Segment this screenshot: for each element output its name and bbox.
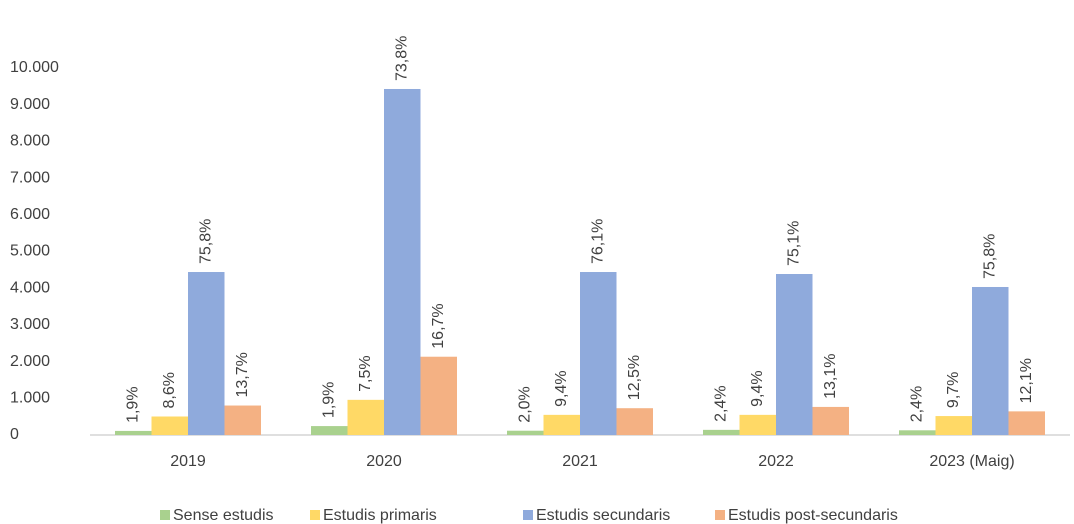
- data-label: 13,1%: [822, 354, 839, 399]
- bar: [935, 416, 972, 435]
- x-tick-label: 2022: [758, 453, 794, 470]
- data-label: 9,4%: [553, 370, 570, 406]
- bar: [347, 399, 384, 435]
- y-tick-label: 8.000: [10, 133, 50, 150]
- bar: [703, 429, 740, 435]
- y-tick-label: 10.000: [10, 59, 59, 76]
- y-tick-label: 6.000: [10, 206, 50, 223]
- data-label: 7,5%: [357, 355, 374, 391]
- bar: [420, 356, 457, 435]
- legend-label: Estudis secundaris: [536, 507, 670, 524]
- data-label: 2,4%: [908, 386, 925, 422]
- bar: [188, 272, 225, 435]
- data-label: 16,7%: [430, 303, 447, 348]
- legend-swatch: [310, 510, 320, 520]
- data-label: 1,9%: [124, 386, 141, 422]
- bar: [972, 286, 1009, 435]
- bar: [115, 430, 152, 435]
- data-label: 75,1%: [785, 221, 802, 266]
- bar: [543, 414, 580, 435]
- bar: [507, 430, 544, 435]
- data-label: 2,0%: [516, 386, 533, 422]
- bar: [739, 414, 776, 435]
- y-tick-label: 3.000: [10, 316, 50, 333]
- bar: [776, 273, 813, 435]
- bar: [151, 416, 188, 435]
- x-tick-label: 2023 (Maig): [929, 453, 1014, 470]
- y-tick-label: 7.000: [10, 169, 50, 186]
- data-label: 76,1%: [589, 219, 606, 264]
- bar: [384, 88, 421, 435]
- data-label: 8,6%: [161, 372, 178, 408]
- bar: [311, 426, 348, 435]
- bar: [1008, 411, 1045, 435]
- bar: [580, 272, 617, 435]
- data-label: 2,4%: [712, 385, 729, 421]
- data-label: 73,8%: [393, 36, 410, 81]
- data-label: 13,7%: [234, 352, 251, 397]
- y-tick-label: 1.000: [10, 390, 50, 407]
- data-label: 12,1%: [1018, 358, 1035, 403]
- y-tick-label: 9.000: [10, 96, 50, 113]
- data-label: 1,9%: [320, 382, 337, 418]
- bar: [812, 406, 849, 435]
- x-tick-label: 2020: [366, 453, 402, 470]
- y-tick-label: 4.000: [10, 279, 50, 296]
- data-label: 9,4%: [749, 370, 766, 406]
- data-label: 12,5%: [626, 355, 643, 400]
- legend-swatch: [160, 510, 170, 520]
- y-tick-label: 2.000: [10, 353, 50, 370]
- x-tick-label: 2021: [562, 453, 598, 470]
- y-tick-label: 0: [10, 426, 19, 443]
- legend-swatch: [523, 510, 533, 520]
- data-label: 75,8%: [981, 234, 998, 279]
- legend-label: Estudis primaris: [323, 507, 437, 524]
- legend-label: Sense estudis: [173, 507, 274, 524]
- bar: [224, 405, 261, 435]
- bar: [616, 408, 653, 435]
- x-tick-label: 2019: [170, 453, 206, 470]
- data-label: 9,7%: [945, 372, 962, 408]
- legend-label: Estudis post-secundaris: [728, 507, 898, 524]
- y-tick-label: 5.000: [10, 243, 50, 260]
- data-label: 75,8%: [197, 219, 214, 264]
- bar: [899, 430, 936, 435]
- legend-swatch: [715, 510, 725, 520]
